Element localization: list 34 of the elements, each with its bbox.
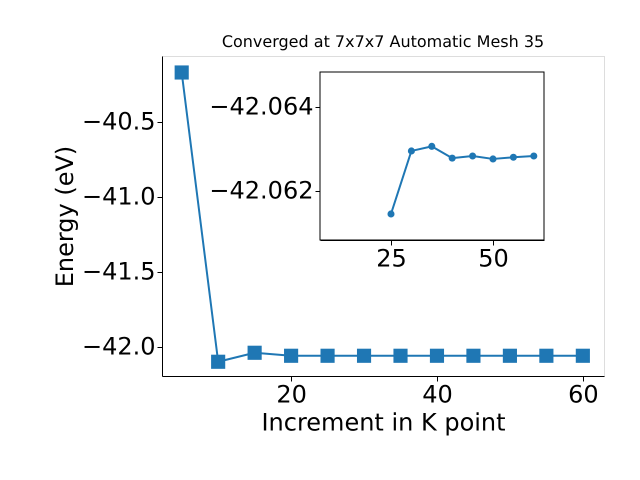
point: [393, 348, 408, 363]
point: [174, 65, 189, 80]
point: [387, 210, 395, 218]
x-tick-label: 50: [478, 244, 509, 272]
chart-title: Converged at 7x7x7 Automatic Mesh 35: [222, 32, 544, 51]
point: [448, 154, 456, 162]
point: [539, 348, 554, 363]
y-tick-label: −40.5: [82, 107, 156, 136]
x-tick-label: 20: [276, 380, 307, 408]
x-tick-label: 40: [422, 380, 453, 408]
x-tick-label: 60: [568, 380, 599, 408]
point: [428, 142, 436, 150]
y-tick-label: −42.062: [209, 176, 314, 204]
y-axis-title: Energy (eV): [50, 146, 79, 288]
point: [466, 348, 481, 363]
point: [320, 348, 335, 363]
point: [430, 348, 444, 363]
point: [211, 354, 226, 369]
x-axis-title: Increment in K point: [261, 408, 506, 436]
point: [530, 152, 538, 160]
y-tick-label: −41.0: [82, 182, 156, 210]
point: [408, 147, 415, 154]
point: [469, 152, 476, 160]
point: [284, 348, 298, 363]
x-tick-label: 25: [376, 244, 407, 272]
y-tick-label: −41.5: [82, 257, 156, 286]
point: [489, 155, 497, 162]
point: [248, 346, 262, 360]
point: [510, 154, 517, 161]
point: [576, 348, 590, 363]
point: [356, 348, 372, 363]
point: [502, 348, 517, 363]
y-tick-label: −42.064: [209, 92, 314, 120]
y-tick-label: −42.0: [82, 332, 156, 360]
